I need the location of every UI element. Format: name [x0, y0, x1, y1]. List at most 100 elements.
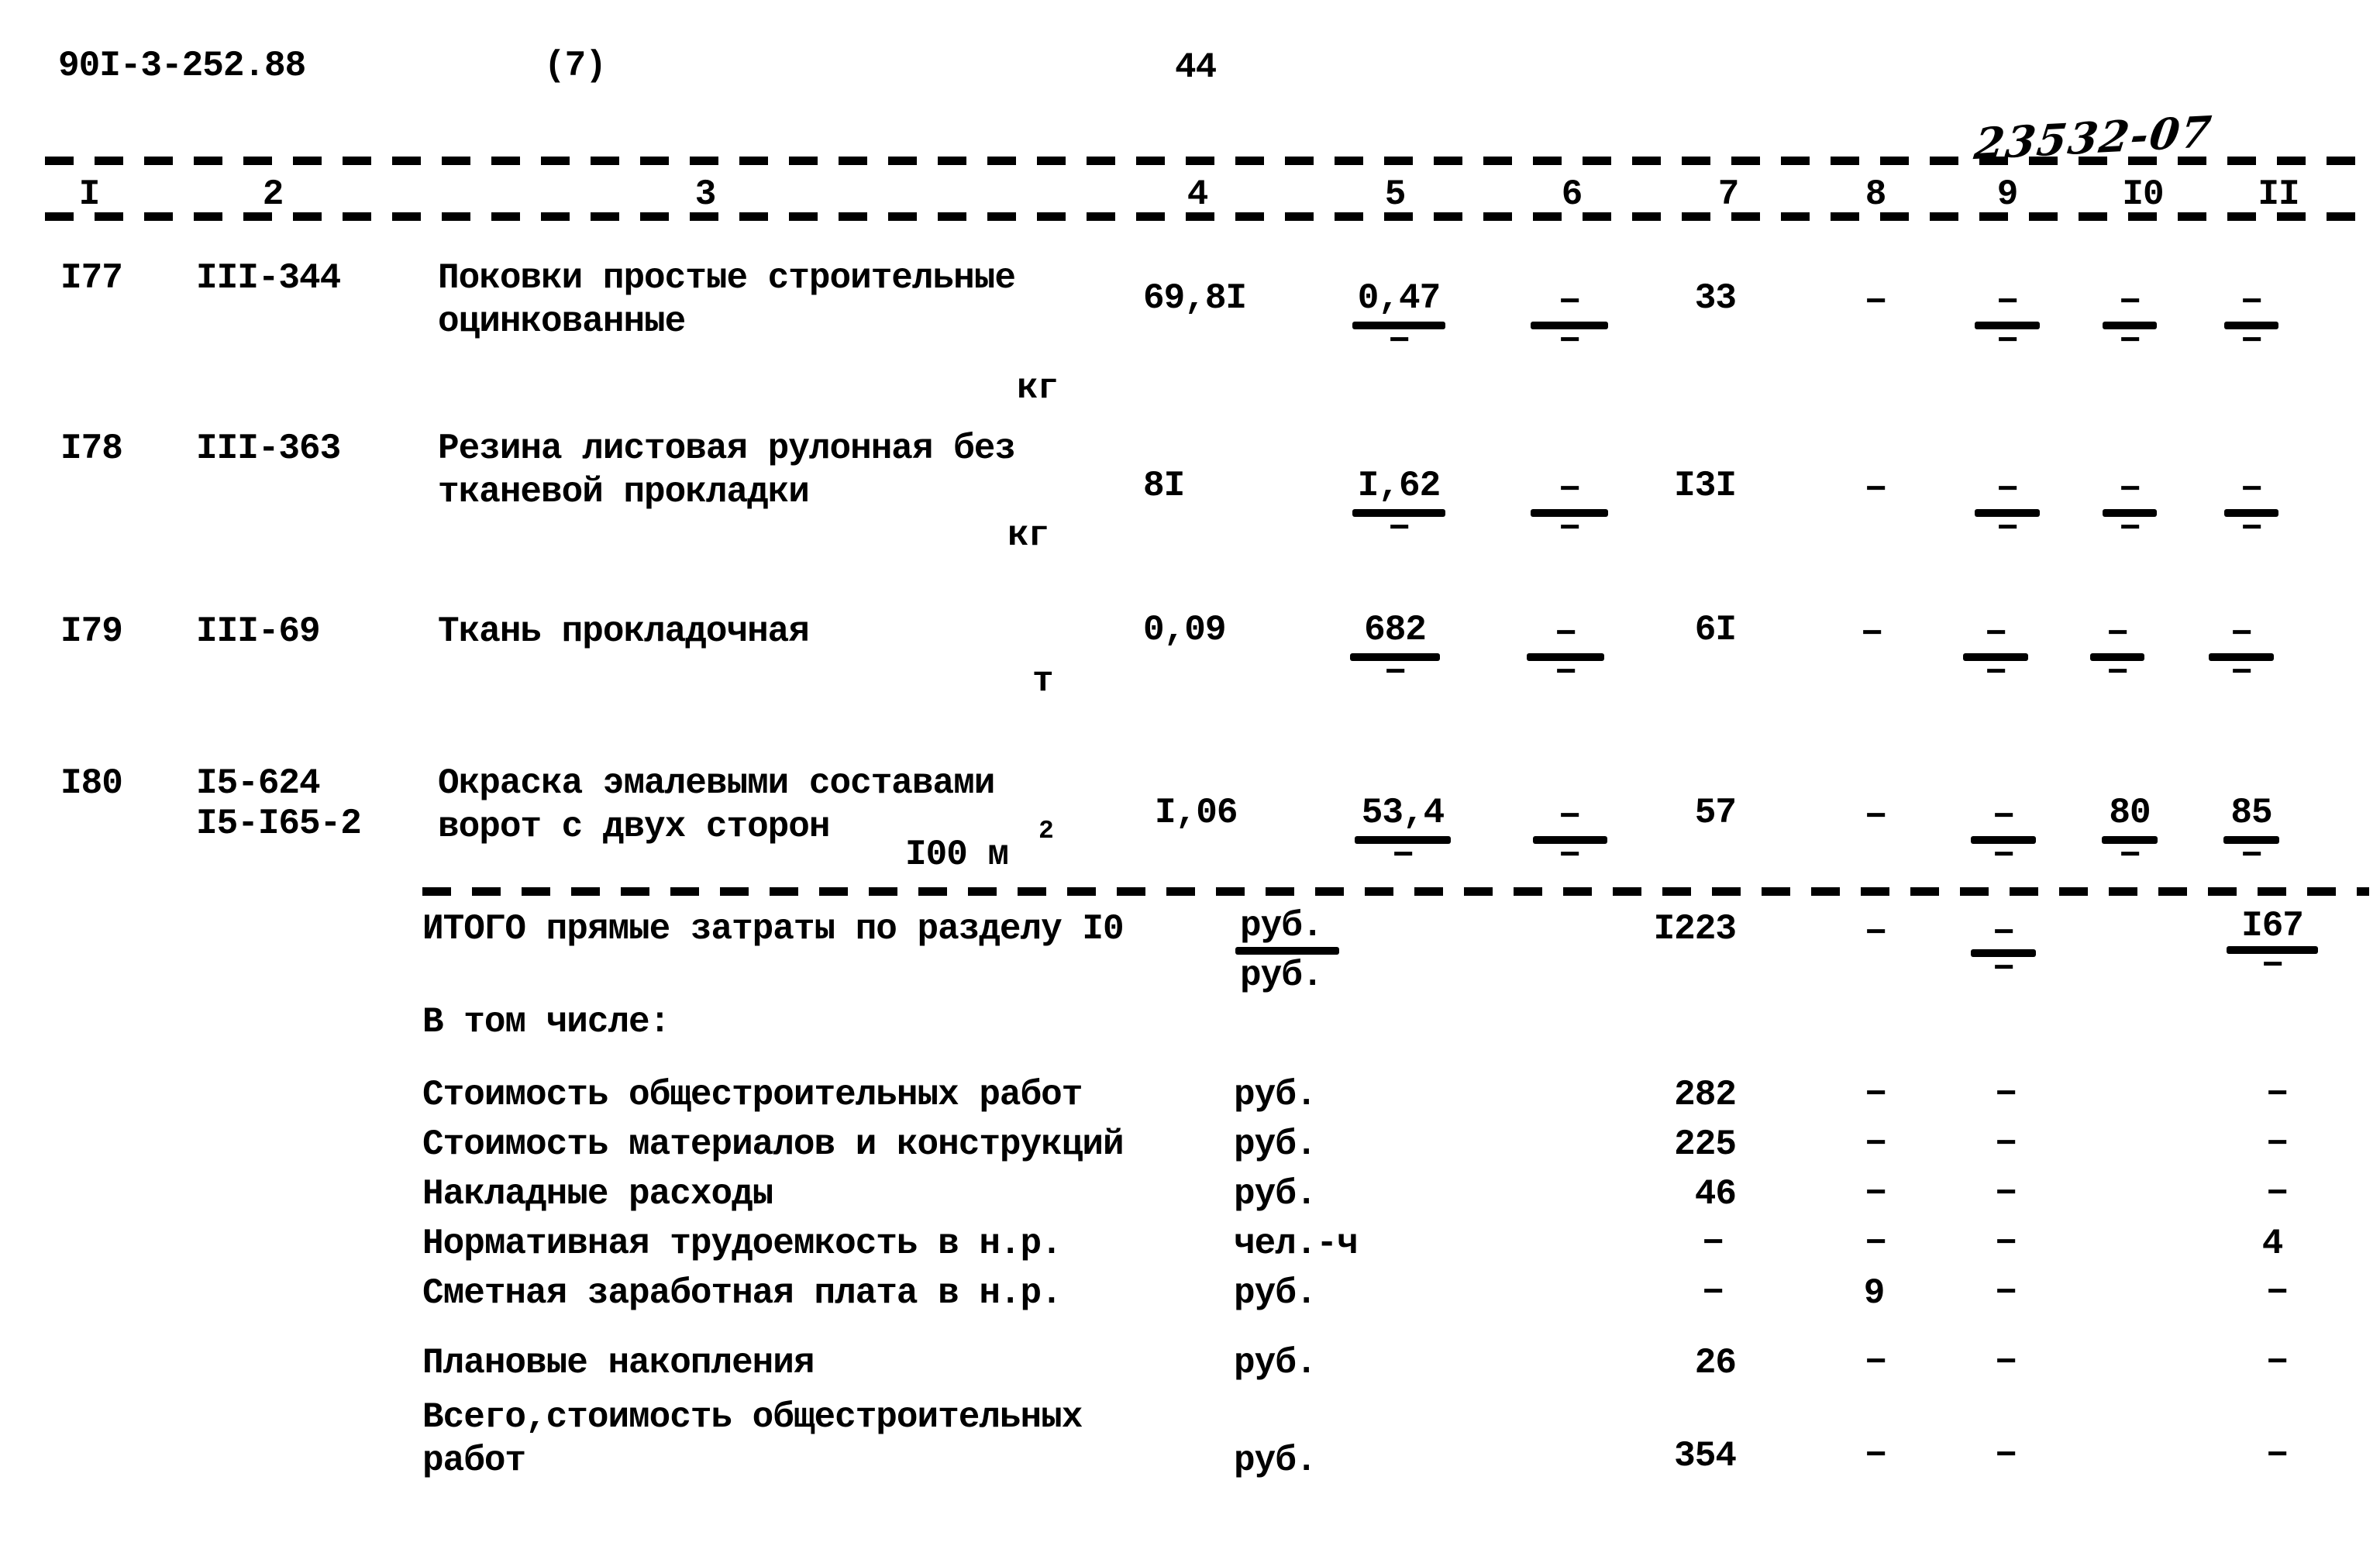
fraction-bar	[2103, 509, 2157, 517]
col10-denominator: −	[2119, 836, 2141, 876]
col9-denominator: −	[1993, 836, 2015, 876]
col9-denominator: −	[1996, 322, 2019, 362]
fraction-bar	[1971, 836, 2036, 844]
fraction-bar	[2223, 836, 2279, 844]
totals-col9-numerator: −	[1993, 914, 2015, 954]
summary-col8: −	[1865, 1075, 1887, 1115]
col11-numerator: −	[2241, 283, 2263, 323]
col11-numerator: −	[2230, 614, 2253, 655]
row-unit: кг	[1017, 368, 1059, 408]
row-code: III-69	[196, 611, 321, 652]
fraction-bar	[1235, 947, 1339, 955]
col6-numerator: −	[1559, 283, 1581, 323]
row-name-line1: Резина листовая рулонная без	[438, 429, 1016, 469]
page-number: 44	[1175, 47, 1217, 88]
summary-col8: 9	[1863, 1273, 1886, 1313]
row-qty: 0,09	[1143, 610, 1226, 650]
col8-dash: −	[1865, 283, 1887, 323]
column-number-6: 6	[1561, 174, 1583, 215]
fraction-bar	[1531, 509, 1608, 517]
row-name-line1: Поковки простые строительные	[438, 258, 1016, 298]
fraction-bar	[2090, 653, 2144, 661]
col11-denominator: −	[2241, 322, 2263, 362]
col9-denominator: −	[1985, 653, 2007, 694]
col5-numerator: 682	[1364, 610, 1427, 650]
summary-col7: −	[1702, 1273, 1724, 1313]
row-name-line2: тканевой прокладки	[438, 472, 810, 512]
col10-numerator: −	[2119, 470, 2141, 511]
col7-value: 33	[1694, 278, 1737, 318]
totals-col7-value: I223	[1653, 909, 1737, 949]
summary-col9: −	[1995, 1436, 2017, 1476]
fraction-bar	[2227, 946, 2318, 954]
column-number-8: 8	[1865, 174, 1887, 215]
summary-col9: −	[1995, 1124, 2017, 1165]
totals-label: ИТОГО прямые затраты по разделу I0	[422, 909, 1125, 949]
column-number-1: I	[78, 174, 101, 215]
summary-unit: руб.	[1234, 1075, 1317, 1115]
summary-unit: руб.	[1234, 1124, 1317, 1165]
col5-denominator: −	[1384, 653, 1407, 694]
summary-col9: −	[1995, 1075, 2017, 1115]
col5-denominator: −	[1392, 836, 1414, 876]
summary-col11: −	[2266, 1273, 2289, 1313]
col9-numerator: −	[1985, 614, 2007, 655]
summary-col9: −	[1995, 1343, 2017, 1383]
col6-denominator: −	[1559, 509, 1581, 549]
fraction-bar	[1963, 653, 2028, 661]
summary-label: Плановые накопления	[422, 1343, 815, 1383]
summary-col7: 354	[1674, 1436, 1737, 1476]
col9-numerator: −	[1996, 283, 2019, 323]
summary-col7: 26	[1694, 1343, 1737, 1383]
totals-separator-rule	[422, 887, 2369, 896]
summary-col9: −	[1995, 1273, 2017, 1313]
fraction-bar	[1533, 836, 1607, 844]
col6-numerator: −	[1555, 614, 1577, 655]
doc-number: 90I-3-252.88	[58, 46, 306, 86]
col8-dash: −	[1865, 470, 1887, 511]
fraction-bar	[2103, 322, 2157, 329]
col6-denominator: −	[1559, 836, 1581, 876]
summary-label-line2: работ	[422, 1441, 526, 1481]
col5-numerator: I,62	[1357, 466, 1441, 506]
fraction-bar	[1355, 836, 1451, 844]
col10-denominator: −	[2119, 509, 2141, 549]
row-unit-superscript: 2	[1038, 817, 1054, 845]
col6-numerator: −	[1559, 470, 1581, 511]
fraction-bar	[1352, 509, 1445, 517]
summary-col8: −	[1865, 1224, 1887, 1264]
row-id: I79	[60, 611, 123, 652]
col5-denominator: −	[1388, 509, 1410, 549]
col7-value: I3I	[1674, 466, 1737, 506]
fraction-bar	[2209, 653, 2274, 661]
row-code: III-363	[196, 429, 341, 469]
summary-unit: руб.	[1234, 1273, 1317, 1313]
column-number-4: 4	[1187, 174, 1209, 215]
col8-dash: −	[1861, 614, 1883, 655]
totals-col11-denominator: −	[2261, 946, 2284, 986]
col10-numerator: 80	[2109, 793, 2151, 833]
column-number-9: 9	[1996, 174, 2019, 215]
summary-label: Стоимость материалов и конструкций	[422, 1124, 1125, 1165]
row-unit: т	[1032, 661, 1054, 701]
row-name-line2: ворот с двух сторон	[438, 807, 830, 847]
summary-label: Сметная заработная плата в н.р.	[422, 1273, 1063, 1313]
col8-dash: −	[1865, 797, 1887, 838]
summary-col11: −	[2266, 1075, 2289, 1115]
table-header-rule-bottom	[45, 212, 2367, 221]
table-header-rule-top	[45, 157, 2367, 165]
col6-denominator: −	[1559, 322, 1581, 362]
including-label: В том числе:	[422, 1002, 670, 1042]
col7-value: 6I	[1694, 610, 1737, 650]
col11-denominator: −	[2230, 653, 2253, 694]
col7-value: 57	[1694, 793, 1737, 833]
summary-col11: −	[2266, 1124, 2289, 1165]
summary-unit: руб.	[1234, 1441, 1317, 1481]
row-name-line1: Окраска эмалевыми составами	[438, 763, 995, 804]
col5-numerator: 53,4	[1361, 793, 1445, 833]
row-unit: кг	[1007, 515, 1049, 556]
summary-col9: −	[1995, 1224, 2017, 1264]
totals-col8-dash: −	[1865, 914, 1887, 954]
col9-denominator: −	[1996, 509, 2019, 549]
